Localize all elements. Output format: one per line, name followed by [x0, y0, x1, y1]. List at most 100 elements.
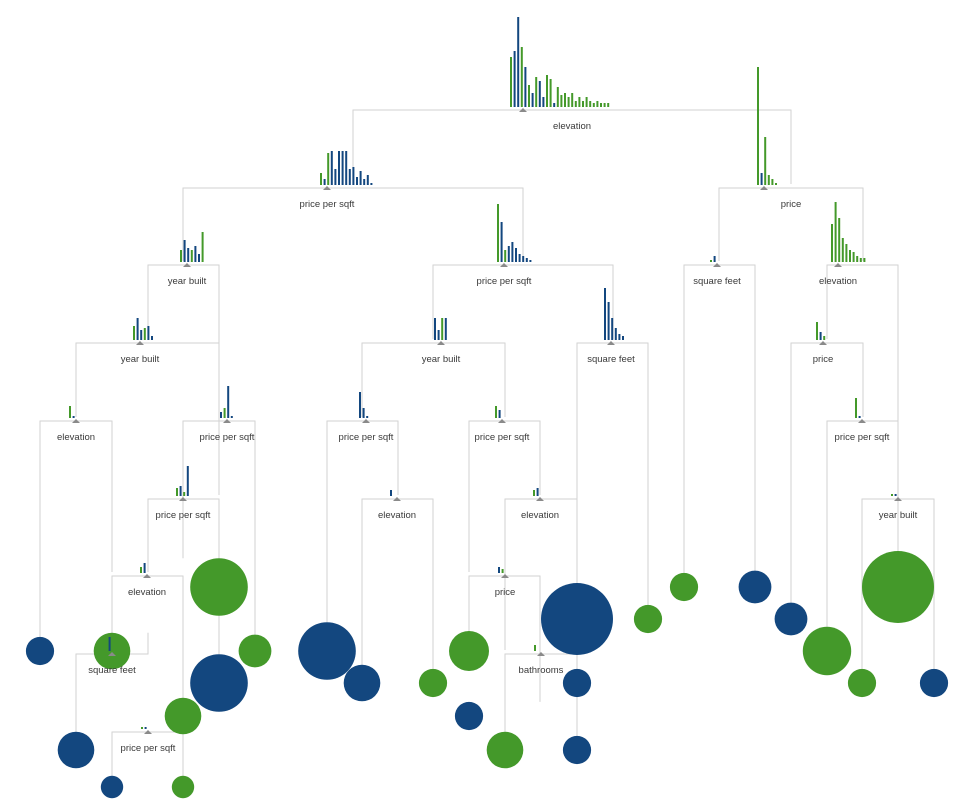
histogram-bar — [567, 97, 570, 107]
split-marker-icon — [498, 419, 506, 423]
split-node[interactable]: price per sqft — [339, 392, 394, 443]
split-node[interactable]: price per sqft — [200, 386, 255, 443]
split-label: price — [781, 199, 802, 210]
split-label: price — [495, 587, 516, 598]
leaf-node[interactable] — [190, 558, 248, 616]
histogram-bar — [614, 328, 617, 340]
histogram-bar — [345, 151, 348, 185]
histogram-bar — [611, 318, 614, 340]
leaf-node[interactable] — [802, 626, 852, 676]
histogram-bar — [757, 67, 759, 185]
histogram-bar — [767, 175, 770, 185]
histogram-bar — [186, 466, 189, 496]
histogram-bar — [564, 93, 566, 107]
split-marker-icon — [136, 341, 144, 345]
split-node[interactable]: price — [813, 322, 834, 365]
split-node[interactable]: bathrooms — [519, 645, 564, 676]
leaf-node[interactable] — [93, 632, 131, 670]
split-node[interactable]: price per sqft — [477, 204, 532, 287]
split-node[interactable]: year built — [168, 232, 207, 287]
histogram-bar — [136, 318, 139, 340]
split-node[interactable]: year built — [879, 494, 918, 521]
leaf-node[interactable] — [449, 631, 489, 671]
histogram-bar — [536, 488, 539, 496]
leaf-node[interactable] — [541, 583, 613, 655]
split-marker-icon — [143, 574, 151, 578]
histogram-bar — [504, 250, 507, 262]
leaf-node[interactable] — [562, 668, 592, 698]
branch-connector — [75, 342, 220, 495]
leaf-node[interactable] — [298, 622, 356, 680]
histogram-bar — [143, 563, 146, 573]
leaf-node[interactable] — [847, 668, 877, 698]
histogram-bar — [320, 173, 322, 185]
histogram-bar — [144, 727, 147, 729]
split-node[interactable]: price per sqft — [121, 727, 176, 754]
leaf-node[interactable] — [454, 701, 484, 731]
histogram-bar — [348, 169, 351, 185]
split-label: price per sqft — [339, 432, 394, 443]
leaf-node[interactable] — [238, 634, 272, 668]
split-node[interactable]: price per sqft — [835, 398, 890, 443]
histogram-bar — [359, 392, 361, 418]
split-node[interactable]: elevation — [510, 17, 610, 132]
leaf-node[interactable] — [774, 602, 808, 636]
split-node[interactable]: price per sqft — [475, 406, 530, 443]
split-node[interactable]: elevation — [521, 488, 559, 521]
split-node[interactable]: square feet — [587, 288, 635, 365]
leaf-node[interactable] — [25, 636, 55, 666]
leaf-node[interactable] — [343, 664, 381, 702]
split-node[interactable]: elevation — [378, 490, 416, 521]
histogram-bar — [518, 254, 521, 262]
split-node[interactable]: elevation — [819, 202, 866, 287]
leaf-node[interactable] — [919, 668, 949, 698]
histogram-bar — [600, 103, 602, 107]
split-label: price per sqft — [835, 432, 890, 443]
split-node[interactable]: price — [495, 567, 516, 598]
histogram-bar — [220, 412, 222, 418]
split-node[interactable]: price per sqft — [300, 151, 373, 210]
leaf-node[interactable] — [57, 731, 95, 769]
histogram-bar — [147, 326, 150, 340]
branch-connector — [39, 420, 113, 637]
leaf-node[interactable] — [486, 731, 524, 769]
histogram-bar — [529, 260, 532, 262]
split-marker-icon — [713, 263, 721, 267]
leaf-node[interactable] — [171, 775, 195, 799]
histogram-bar — [363, 179, 366, 185]
leaf-node[interactable] — [562, 735, 592, 765]
split-marker-icon — [437, 341, 445, 345]
split-node[interactable]: price — [757, 67, 801, 210]
leaf-node[interactable] — [633, 604, 663, 634]
split-node[interactable]: price per sqft — [156, 466, 211, 521]
split-label: price per sqft — [200, 432, 255, 443]
histogram-bar — [497, 204, 499, 262]
leaf-node[interactable] — [862, 551, 934, 623]
leaf-node[interactable] — [669, 572, 699, 602]
histogram-bar — [592, 103, 595, 107]
histogram-bar — [352, 167, 355, 185]
leaf-node[interactable] — [738, 570, 772, 604]
leaf-node[interactable] — [418, 668, 448, 698]
histogram-bar — [341, 151, 344, 185]
histogram-bar — [607, 302, 610, 340]
split-node[interactable]: elevation — [128, 563, 166, 598]
split-marker-icon — [519, 108, 527, 112]
histogram-bar — [515, 248, 517, 262]
histogram-bar — [816, 322, 818, 340]
split-marker-icon — [108, 652, 116, 656]
histogram-bar — [201, 232, 204, 262]
leaf-node[interactable] — [164, 697, 202, 735]
split-marker-icon — [834, 263, 842, 267]
split-node[interactable]: square feet — [693, 256, 741, 287]
split-node[interactable]: year built — [121, 318, 160, 365]
split-node[interactable]: year built — [422, 318, 461, 365]
split-marker-icon — [500, 263, 508, 267]
leaf-node[interactable] — [190, 654, 248, 712]
histogram-bar — [176, 488, 178, 496]
leaf-node[interactable] — [100, 775, 124, 799]
split-node[interactable]: elevation — [57, 406, 95, 443]
split-node[interactable]: square feet — [88, 637, 136, 676]
histogram-bar — [538, 81, 541, 107]
